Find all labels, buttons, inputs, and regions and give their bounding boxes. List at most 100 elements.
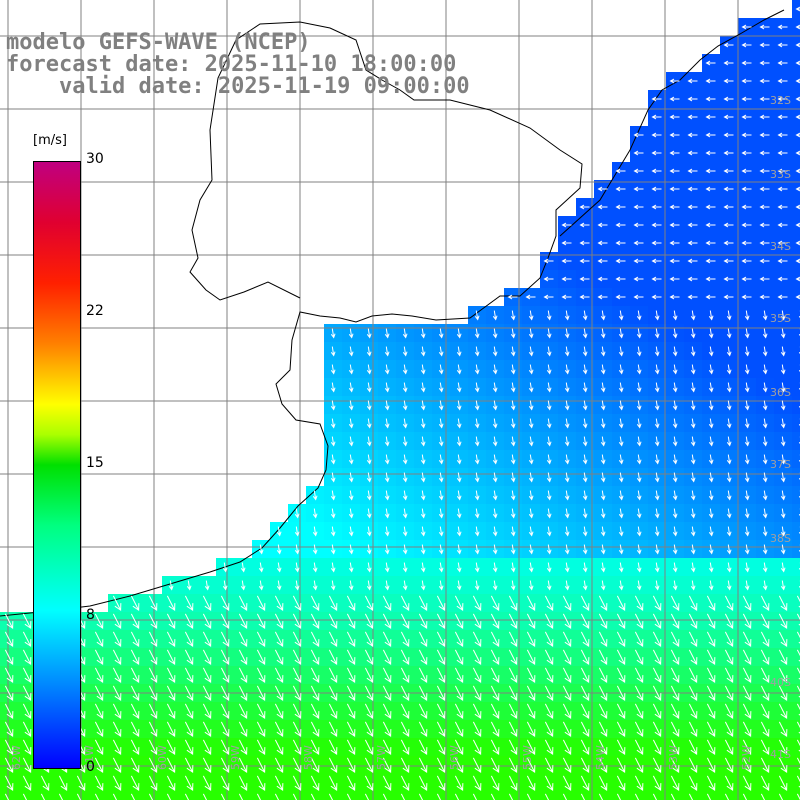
wind-arrow-icon xyxy=(130,703,140,720)
wind-arrow-icon xyxy=(669,132,680,138)
wind-arrow-icon xyxy=(256,793,262,800)
wind-arrow-icon xyxy=(654,562,660,573)
wind-arrow-icon xyxy=(112,649,122,666)
wind-arrow-icon xyxy=(508,595,518,612)
wind-arrow-icon xyxy=(744,508,750,519)
wind-arrow-icon xyxy=(490,775,500,792)
lat-label: 37S xyxy=(770,458,791,471)
wind-arrow-icon xyxy=(384,508,390,519)
wind-arrow-icon xyxy=(310,775,320,792)
wind-arrow-icon xyxy=(528,544,534,555)
wind-arrow-icon xyxy=(778,595,788,612)
wind-speed-cell xyxy=(792,342,800,360)
wind-arrow-icon xyxy=(312,508,318,519)
wind-arrow-icon xyxy=(672,400,678,411)
wind-arrow-icon xyxy=(654,418,660,429)
wind-arrow-icon xyxy=(652,667,662,684)
wind-arrow-icon xyxy=(708,364,714,375)
wind-arrow-icon xyxy=(346,757,356,774)
wind-arrow-icon xyxy=(687,114,698,120)
wind-arrow-icon xyxy=(795,60,800,66)
wind-arrow-icon xyxy=(528,580,534,591)
wind-arrow-icon xyxy=(166,685,176,702)
wind-arrow-icon xyxy=(4,739,14,756)
wind-arrow-icon xyxy=(292,739,302,756)
wind-arrow-icon xyxy=(166,757,176,774)
wind-arrow-icon xyxy=(312,490,318,501)
wind-arrow-icon xyxy=(220,667,230,684)
lon-label: 58W xyxy=(302,745,315,770)
wind-arrow-icon xyxy=(94,613,104,630)
wind-arrow-icon xyxy=(616,739,626,756)
wind-arrow-icon xyxy=(474,436,480,447)
wind-arrow-icon xyxy=(526,595,536,612)
wind-speed-cell xyxy=(234,792,252,800)
wind-arrow-icon xyxy=(708,400,714,411)
wind-arrow-icon xyxy=(204,580,210,591)
wind-arrow-icon xyxy=(778,793,784,800)
wind-arrow-icon xyxy=(579,276,590,282)
wind-arrow-icon xyxy=(744,472,750,483)
wind-arrow-icon xyxy=(256,613,266,630)
wind-arrow-icon xyxy=(384,580,390,591)
lat-label: 36S xyxy=(770,386,791,399)
wind-arrow-icon xyxy=(598,667,608,684)
wind-arrow-icon xyxy=(651,276,662,282)
wind-arrow-icon xyxy=(669,222,680,228)
wind-arrow-icon xyxy=(618,526,624,537)
wind-arrow-icon xyxy=(526,721,536,738)
wind-arrow-icon xyxy=(490,649,500,666)
wind-arrow-icon xyxy=(672,580,678,591)
wind-arrow-icon xyxy=(508,793,514,800)
wind-arrow-icon xyxy=(546,436,552,447)
wind-arrow-icon xyxy=(94,775,104,792)
wind-arrow-icon xyxy=(562,595,572,612)
wind-arrow-icon xyxy=(598,721,608,738)
wind-speed-cell xyxy=(54,792,72,800)
wind-arrow-icon xyxy=(420,508,426,519)
lat-label: 40S xyxy=(770,676,791,689)
title-forecast-date: forecast date: 2025-11-10 18:00:00 xyxy=(6,52,457,77)
wind-arrow-icon xyxy=(438,418,444,429)
wind-arrow-icon xyxy=(454,685,464,702)
wind-arrow-icon xyxy=(472,703,482,720)
wind-arrow-icon xyxy=(310,613,320,630)
wind-arrow-icon xyxy=(112,757,122,774)
wind-arrow-icon xyxy=(615,258,626,264)
wind-arrow-icon xyxy=(690,364,696,375)
wind-arrow-icon xyxy=(420,382,426,393)
wind-arrow-icon xyxy=(777,78,788,84)
wind-arrow-icon xyxy=(310,703,320,720)
wind-arrow-icon xyxy=(561,258,572,264)
wind-arrow-icon xyxy=(436,739,446,756)
wind-arrow-icon xyxy=(762,472,768,483)
wind-arrow-icon xyxy=(724,703,734,720)
wind-arrow-icon xyxy=(705,150,716,156)
wind-arrow-icon xyxy=(705,294,716,300)
wind-speed-cell xyxy=(792,738,800,756)
wind-arrow-icon xyxy=(310,631,320,648)
wind-arrow-icon xyxy=(330,454,336,465)
wind-arrow-icon xyxy=(760,631,770,648)
wind-arrow-icon xyxy=(454,631,464,648)
wind-arrow-icon xyxy=(510,490,516,501)
wind-arrow-icon xyxy=(742,739,752,756)
wind-arrow-icon xyxy=(510,418,516,429)
wind-arrow-icon xyxy=(526,631,536,648)
wind-arrow-icon xyxy=(474,472,480,483)
wind-arrow-icon xyxy=(708,328,714,339)
wind-arrow-icon xyxy=(292,685,302,702)
wind-arrow-icon xyxy=(618,472,624,483)
wind-arrow-icon xyxy=(544,703,554,720)
wind-arrow-icon xyxy=(184,613,194,630)
wind-arrow-icon xyxy=(723,204,734,210)
wind-arrow-icon xyxy=(418,685,428,702)
wind-speed-cell xyxy=(594,792,612,800)
wind-arrow-icon xyxy=(292,649,302,666)
wind-arrow-icon xyxy=(744,562,750,573)
wind-arrow-icon xyxy=(708,490,714,501)
wind-arrow-icon xyxy=(741,204,752,210)
wind-speed-cell xyxy=(108,792,126,800)
wind-arrow-icon xyxy=(528,490,534,501)
wind-arrow-icon xyxy=(705,258,716,264)
